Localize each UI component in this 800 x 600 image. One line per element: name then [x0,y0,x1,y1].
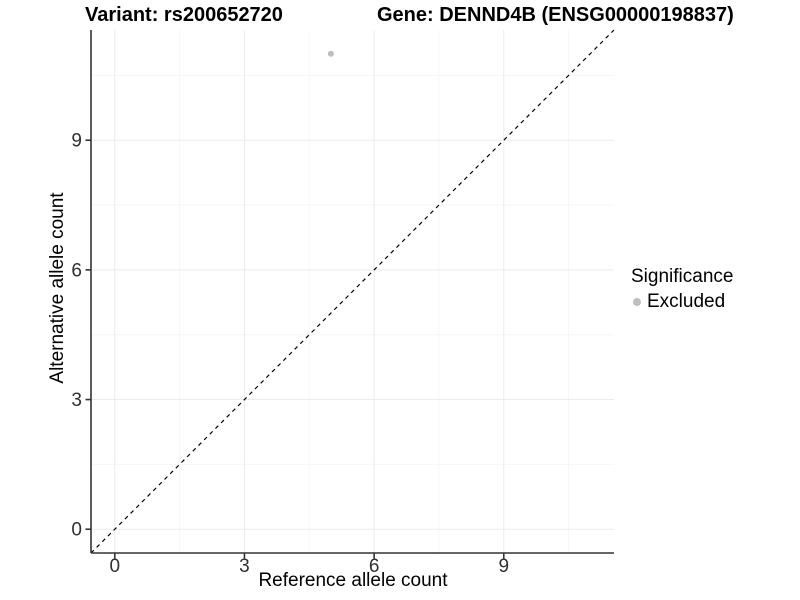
identity-line [90,29,615,554]
y-tick-label: 9 [71,131,82,152]
x-tick-label: 3 [239,556,250,577]
y-tick-label: 0 [71,520,82,541]
legend-item-label: Excluded [647,291,726,312]
legend: Significance Excluded [631,266,733,313]
data-point [327,50,334,57]
x-tick-label: 0 [109,556,120,577]
plot-title-variant: Variant: rs200652720 [85,4,283,26]
legend-item-excluded: Excluded [631,291,733,313]
x-axis-title: Reference allele count [258,570,448,591]
y-axis-title: Alternative allele count [47,192,68,384]
y-tick-label: 6 [71,260,82,281]
y-tick-label: 3 [71,390,82,411]
plot-title-gene: Gene: DENND4B (ENSG00000198837) [377,4,734,26]
x-tick-label: 9 [498,556,509,577]
legend-point-icon [633,298,641,306]
x-tick-label: 6 [369,556,380,577]
legend-title: Significance [631,266,734,287]
